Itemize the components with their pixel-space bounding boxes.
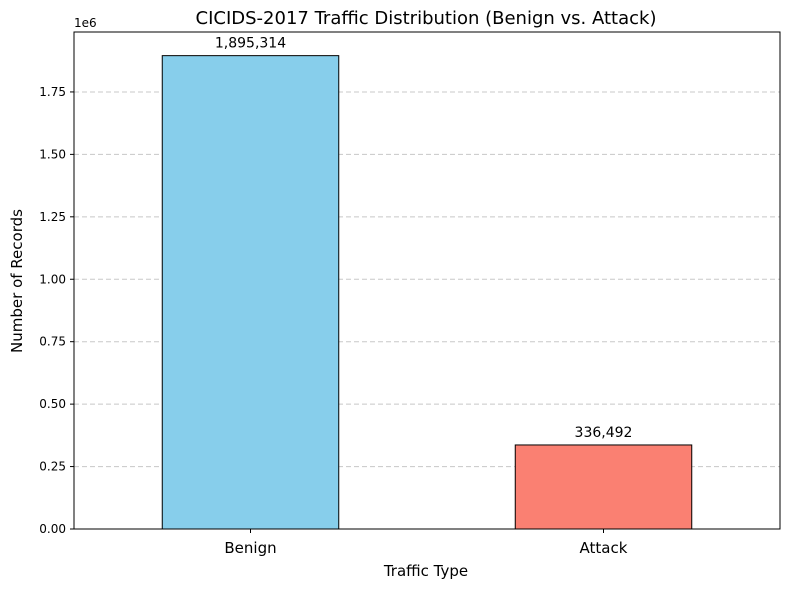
y-axis-title: Number of Records [8, 209, 26, 353]
y-tick-label: 1.25 [39, 210, 66, 224]
x-axis-ticks: Benign Attack [224, 529, 628, 557]
y-tick-label: 0.25 [39, 460, 66, 474]
y-tick-label: 1.75 [39, 85, 66, 99]
bar-benign [161, 55, 340, 530]
y-tick-label: 0.75 [39, 335, 66, 349]
x-axis-title: Traffic Type [383, 562, 468, 580]
gridlines [74, 91, 780, 468]
y-axis-ticks: 0.00 0.25 0.50 0.75 1.00 1.25 1.50 1.75 [39, 85, 74, 536]
data-labels: 1,895,314 336,492 [215, 36, 633, 441]
y-tick-label: 1.00 [39, 272, 66, 286]
y-offset-label: 1e6 [74, 16, 97, 30]
y-tick-label: 1.50 [39, 147, 66, 161]
y-tick-label: 0.00 [39, 522, 66, 536]
x-tick-label-benign: Benign [224, 539, 276, 557]
bars [161, 55, 693, 530]
plot-area-frame [73, 31, 781, 530]
chart-title: CICIDS-2017 Traffic Distribution (Benign… [196, 8, 657, 29]
data-label-benign: 1,895,314 [215, 36, 286, 52]
bar-attack [514, 444, 693, 530]
x-tick-label-attack: Attack [580, 539, 628, 557]
data-label-attack: 336,492 [575, 425, 633, 441]
y-tick-label: 0.50 [39, 397, 66, 411]
